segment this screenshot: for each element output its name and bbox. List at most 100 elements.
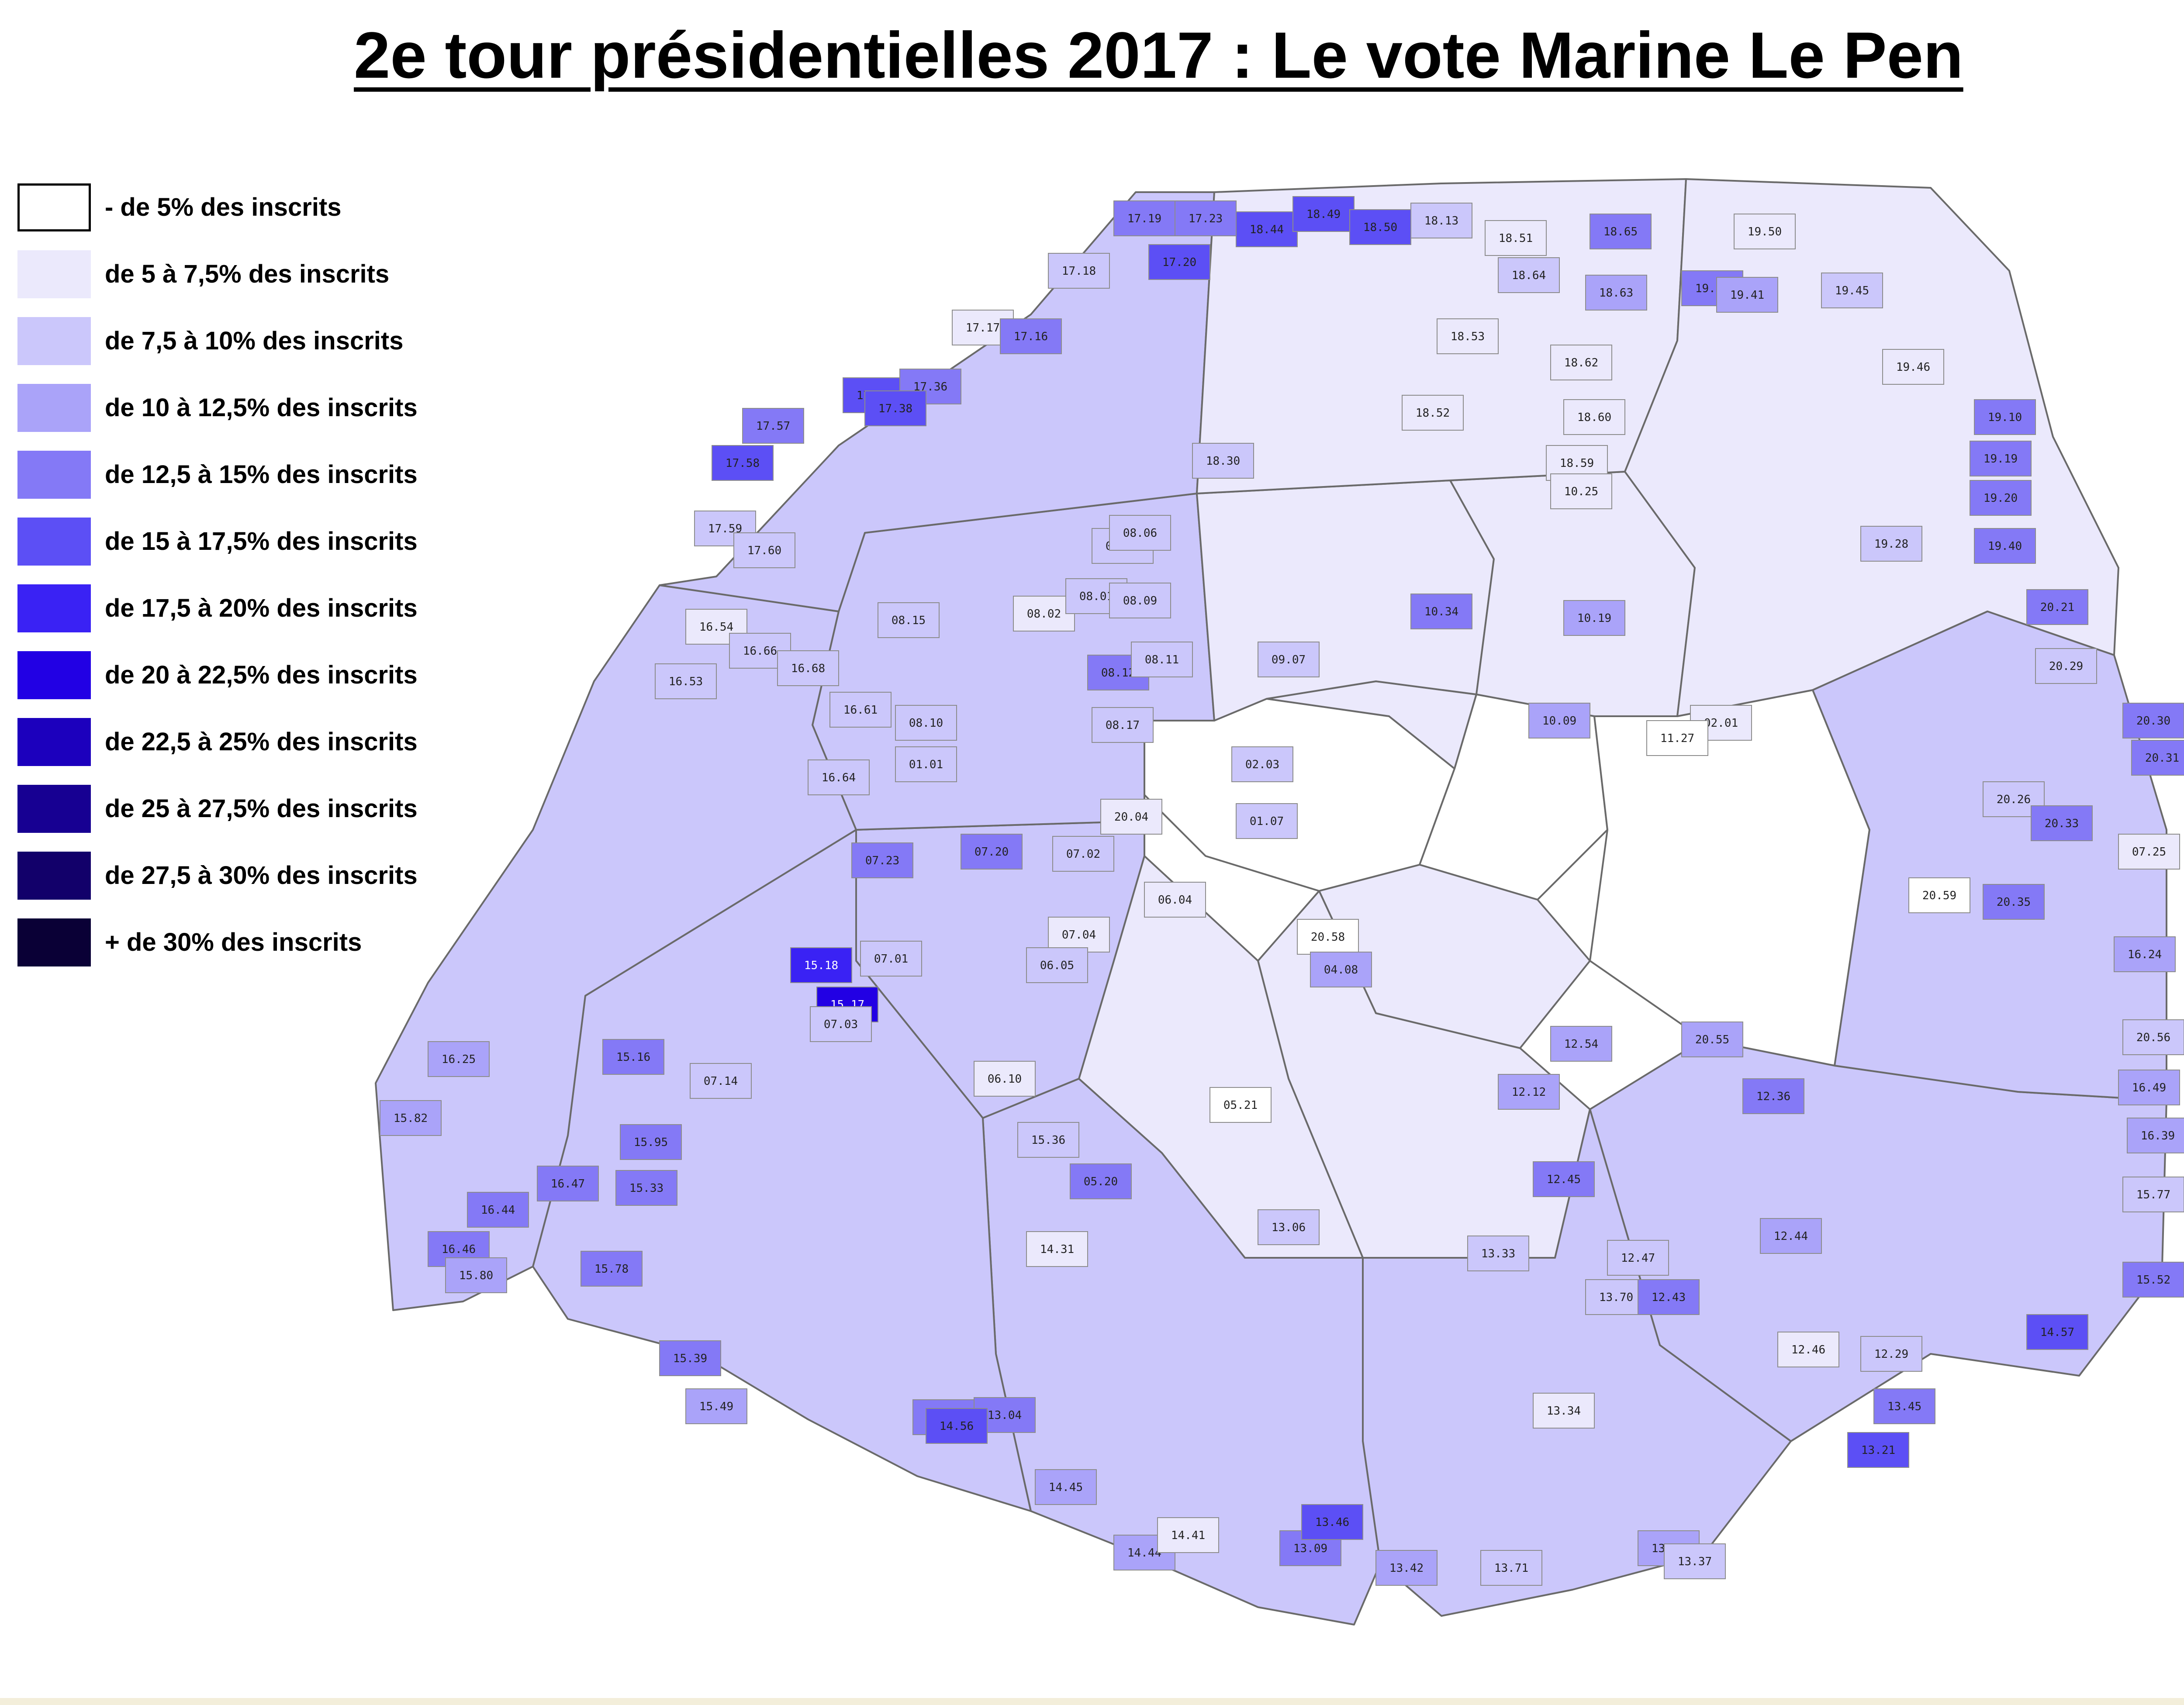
bureau-label: 13.71 [1494, 1562, 1528, 1575]
bureau-label: 13.37 [1678, 1555, 1712, 1568]
bureau-label: 13.33 [1481, 1247, 1515, 1260]
bureau-cell [1585, 1279, 1647, 1315]
bureau-cell [810, 1006, 872, 1042]
bureau-label: 20.59 [1922, 889, 1956, 902]
bureau-cell [1144, 882, 1206, 918]
bureau-label: 14.57 [2040, 1326, 2074, 1339]
bureau-cell [1498, 1074, 1560, 1110]
bureau-label: 04.08 [1324, 963, 1358, 977]
bureau-cell [1175, 200, 1237, 236]
bureau-label: 13.06 [1272, 1221, 1306, 1234]
bureau-cell [1092, 707, 1154, 743]
bureau-label: 14.31 [1040, 1243, 1074, 1256]
bureau-label: 20.04 [1114, 811, 1148, 824]
bureau-label: 19.41 [1730, 289, 1764, 302]
bureau-cell [1983, 884, 2045, 920]
bureau-cell [1258, 1209, 1320, 1245]
bureau-label: 13.09 [1293, 1542, 1327, 1555]
bureau-label: 18.52 [1416, 407, 1450, 420]
bureau-label: 18.62 [1564, 356, 1598, 369]
bureau-cell [878, 602, 940, 638]
bureau-label: 18.30 [1206, 455, 1240, 468]
bureau-label: 17.60 [747, 544, 781, 557]
bureau-cell [1974, 528, 2036, 564]
legend-item: - de 5% des inscrits [17, 174, 418, 241]
bureau-cell [1035, 1469, 1097, 1505]
legend-item: de 5 à 7,5% des inscrits [17, 241, 418, 307]
bureau-label: 14.45 [1049, 1481, 1083, 1494]
bureau-label: 15.77 [2136, 1188, 2170, 1201]
bureau-cell [2122, 1177, 2184, 1212]
bureau-label: 19.20 [1984, 492, 2018, 505]
bureau-cell [1498, 257, 1560, 293]
bureau-label: 16.47 [551, 1177, 585, 1191]
bureau-label: 08.09 [1123, 594, 1157, 607]
bureau-cell [1777, 1332, 1839, 1367]
bureau-cell [2114, 936, 2176, 972]
bureau-cell [1437, 318, 1499, 354]
bureau-label: 19.46 [1896, 361, 1930, 374]
bureau-cell [1192, 443, 1254, 479]
bureau-label: 20.55 [1695, 1033, 1729, 1046]
bureau-label: 19.40 [1988, 540, 2022, 553]
bureau-label: 16.46 [442, 1243, 476, 1256]
bureau-label: 08.06 [1123, 527, 1157, 540]
legend-swatch [17, 250, 91, 298]
legend-label: - de 5% des inscrits [105, 193, 342, 221]
bureau-label: 15.52 [2136, 1274, 2170, 1287]
bureau-cell [1297, 919, 1359, 955]
bureau-label: 08.12 [1101, 666, 1135, 680]
legend-label: de 7,5 à 10% des inscrits [105, 327, 404, 355]
bureau-label: 07.14 [704, 1075, 738, 1088]
bureau-label: 07.04 [1062, 928, 1096, 942]
bureau-label: 13.21 [1861, 1444, 1895, 1457]
bureau-label: 20.30 [2136, 714, 2170, 728]
bureau-label: 12.43 [1652, 1291, 1686, 1304]
bureau-cell [2118, 834, 2180, 870]
bureau-label: 17.38 [878, 402, 912, 415]
bureau-label: 12.12 [1512, 1086, 1546, 1099]
bureau-label: 06.05 [1040, 959, 1074, 972]
bureau-cell [851, 842, 913, 878]
bureau-label: 17.17 [966, 321, 1000, 335]
bureau-label: 20.31 [2145, 752, 2179, 765]
bureau-label: 12.46 [1791, 1343, 1825, 1356]
bureau-label: 19.10 [1988, 411, 2022, 424]
bureau-cell [2118, 1070, 2180, 1105]
bureau-cell [1485, 220, 1547, 256]
bureau-cell [537, 1166, 599, 1201]
bureau-cell [1026, 947, 1088, 983]
bureau-label: 11.27 [1660, 732, 1694, 745]
bureau-label: 15.82 [394, 1112, 428, 1125]
legend-swatch [17, 718, 91, 766]
bureau-label: 02.01 [1704, 717, 1738, 730]
bureau-cell [2031, 805, 2093, 841]
bureau-cell [1550, 345, 1612, 380]
bureau-label: 16.39 [2141, 1129, 2175, 1142]
bureau-label: 18.60 [1577, 411, 1611, 424]
bureau-label: 12.44 [1774, 1230, 1808, 1243]
bureau-cell [895, 746, 957, 782]
bureau-cell [974, 1061, 1036, 1097]
bureau-label: 18.49 [1306, 208, 1341, 221]
bureau-cell [1048, 253, 1110, 289]
bureau-cell [1310, 952, 1372, 987]
bureau-cell [1664, 1543, 1726, 1579]
bureau-cell [1847, 1432, 1909, 1468]
bureau-label: 20.56 [2136, 1031, 2170, 1044]
legend-item: de 12,5 à 15% des inscrits [17, 441, 418, 508]
bureau-label: 19.28 [1874, 538, 1908, 551]
bureau-cell [1148, 244, 1210, 280]
bureau-cell [2026, 589, 2088, 625]
legend-item: de 25 à 27,5% des inscrits [17, 775, 418, 842]
legend-item: de 15 à 17,5% des inscrits [17, 508, 418, 575]
bureau-cell [1563, 399, 1625, 435]
bureau-label: 05.21 [1223, 1099, 1258, 1112]
bureau-cell [2122, 703, 2184, 739]
bureau-label: 15.36 [1031, 1134, 1065, 1147]
legend-label: de 27,5 à 30% des inscrits [105, 861, 418, 890]
bureau-label: 13.46 [1315, 1516, 1349, 1529]
bureau-label: 16.61 [843, 704, 878, 717]
bureau-label: 02.03 [1245, 758, 1279, 771]
bureau-label: 13.34 [1547, 1405, 1581, 1418]
